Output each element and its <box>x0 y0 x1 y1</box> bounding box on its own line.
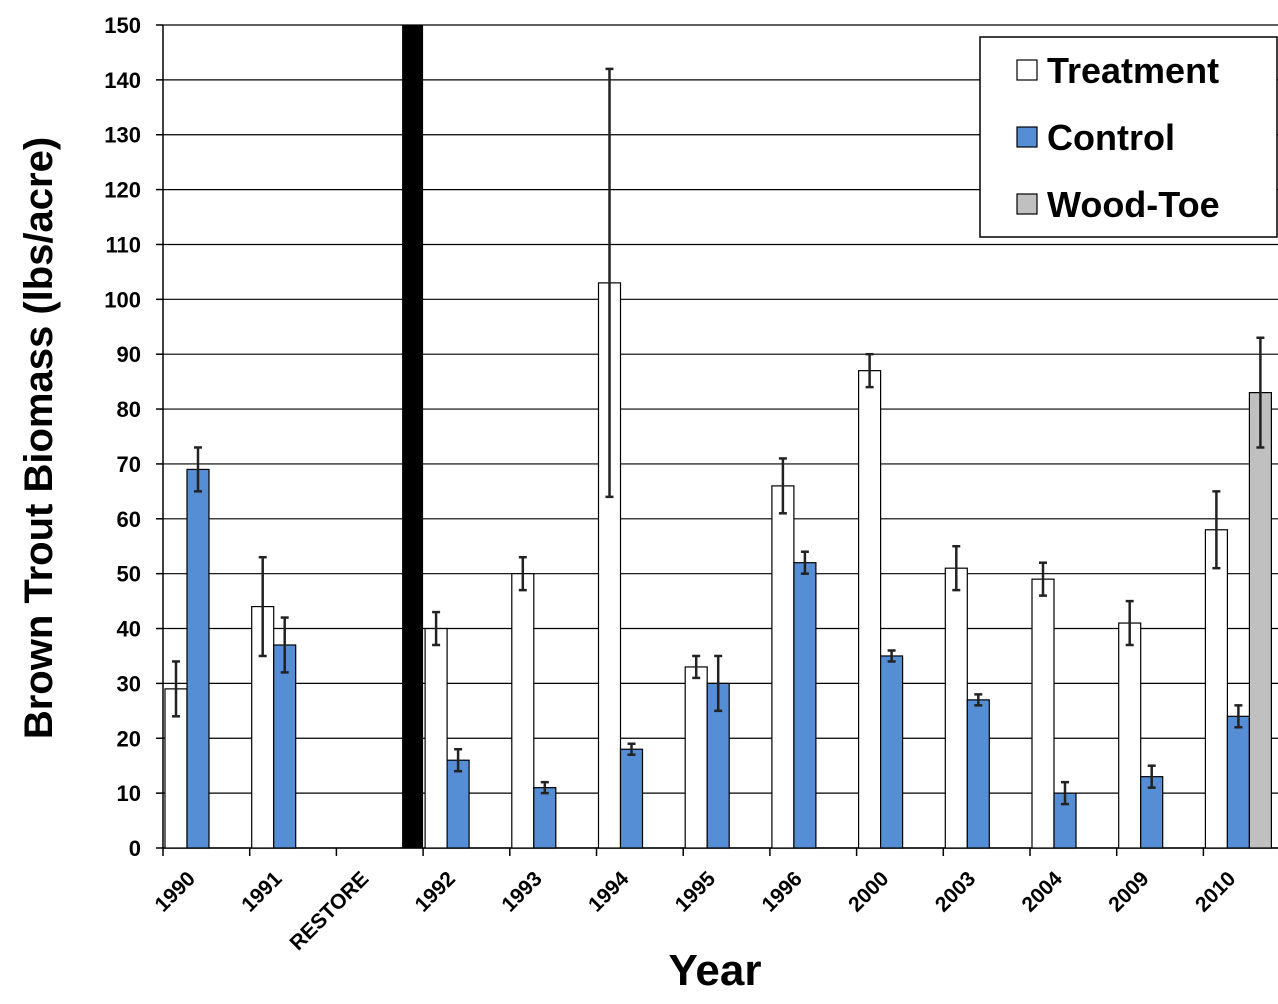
error-bar <box>1234 704 1243 729</box>
legend-swatch <box>1016 193 1038 215</box>
bar <box>1118 622 1142 849</box>
error-bar <box>714 654 723 713</box>
bar <box>966 699 990 849</box>
x-tick-label: 1990 <box>151 867 200 916</box>
bar <box>944 567 968 849</box>
bar <box>511 573 535 849</box>
error-bar <box>540 780 549 795</box>
error-bar <box>280 616 289 674</box>
legend-label: Wood-Toe <box>1047 184 1220 225</box>
x-tick-label: 1991 <box>237 867 287 917</box>
x-tick-label: 2010 <box>1191 867 1240 916</box>
bar <box>1248 392 1273 849</box>
error-bar <box>974 693 983 707</box>
error-bar <box>1061 780 1069 806</box>
error-bar <box>778 457 787 515</box>
y-tick-label: 100 <box>104 287 141 312</box>
error-bar <box>1147 764 1156 789</box>
y-tick-label: 30 <box>117 671 141 696</box>
y-tick-label: 120 <box>104 178 141 203</box>
error-bar <box>952 544 961 592</box>
error-bar <box>865 352 874 389</box>
error-bar <box>605 67 614 499</box>
error-bar <box>1125 599 1134 647</box>
x-tick-label: 1995 <box>671 867 721 917</box>
error-bar <box>800 550 809 575</box>
bar <box>273 644 297 849</box>
y-tick-label: 110 <box>106 232 142 257</box>
y-tick-label: 70 <box>117 452 141 477</box>
x-axis-label: Year <box>669 946 762 995</box>
bar <box>186 468 210 849</box>
error-bar <box>627 742 636 756</box>
x-tick-label: 1993 <box>497 867 546 916</box>
y-tick-label: 150 <box>104 13 141 38</box>
error-bar <box>194 446 202 493</box>
error-bar <box>432 610 441 647</box>
x-tick-label: 2003 <box>931 867 980 916</box>
y-tick-label: 50 <box>117 562 141 587</box>
error-bar <box>1212 490 1221 570</box>
y-axis-label: Brown Trout Biomass (lbs/acre) <box>17 137 61 739</box>
y-tick-label: 0 <box>129 836 141 861</box>
error-bar <box>518 555 527 592</box>
bar <box>684 666 708 849</box>
x-tick-label: 2000 <box>844 867 893 916</box>
legend-swatch <box>1016 59 1038 81</box>
y-tick-label: 140 <box>104 68 141 93</box>
y-tick-label: 90 <box>117 342 141 367</box>
error-bar <box>454 747 463 773</box>
bar <box>1204 529 1229 849</box>
legend-label: Treatment <box>1047 50 1219 91</box>
y-tick-label: 20 <box>117 726 141 751</box>
x-tick-label: 2004 <box>1018 867 1068 917</box>
x-tick-label: 1994 <box>584 867 634 917</box>
bar <box>879 655 904 849</box>
y-tick-label: 130 <box>104 123 141 148</box>
bar <box>793 562 817 849</box>
error-bar <box>172 660 180 718</box>
x-tick-label: RESTORE <box>286 867 374 955</box>
error-bar <box>258 555 267 658</box>
bar <box>857 370 882 849</box>
x-tick-label: 2009 <box>1104 867 1153 916</box>
bar <box>619 748 644 849</box>
error-bar <box>887 649 896 663</box>
bar <box>424 627 448 849</box>
error-bar <box>1039 561 1047 597</box>
bar <box>1226 715 1251 849</box>
y-tick-label: 80 <box>117 397 141 422</box>
error-bar <box>1256 336 1265 449</box>
bar <box>446 759 470 849</box>
y-tick-label: 60 <box>117 507 141 532</box>
x-tick-label: 1992 <box>411 867 460 916</box>
restoration-marker <box>402 25 424 848</box>
y-tick-label: 40 <box>117 617 141 642</box>
legend-label: Control <box>1047 117 1175 158</box>
error-bar <box>692 654 701 680</box>
y-tick-label: 10 <box>117 781 141 806</box>
legend-swatch <box>1016 126 1038 148</box>
bar <box>1031 578 1055 849</box>
bar <box>533 787 557 849</box>
bar <box>771 485 795 849</box>
x-tick-label: 1996 <box>757 867 806 916</box>
